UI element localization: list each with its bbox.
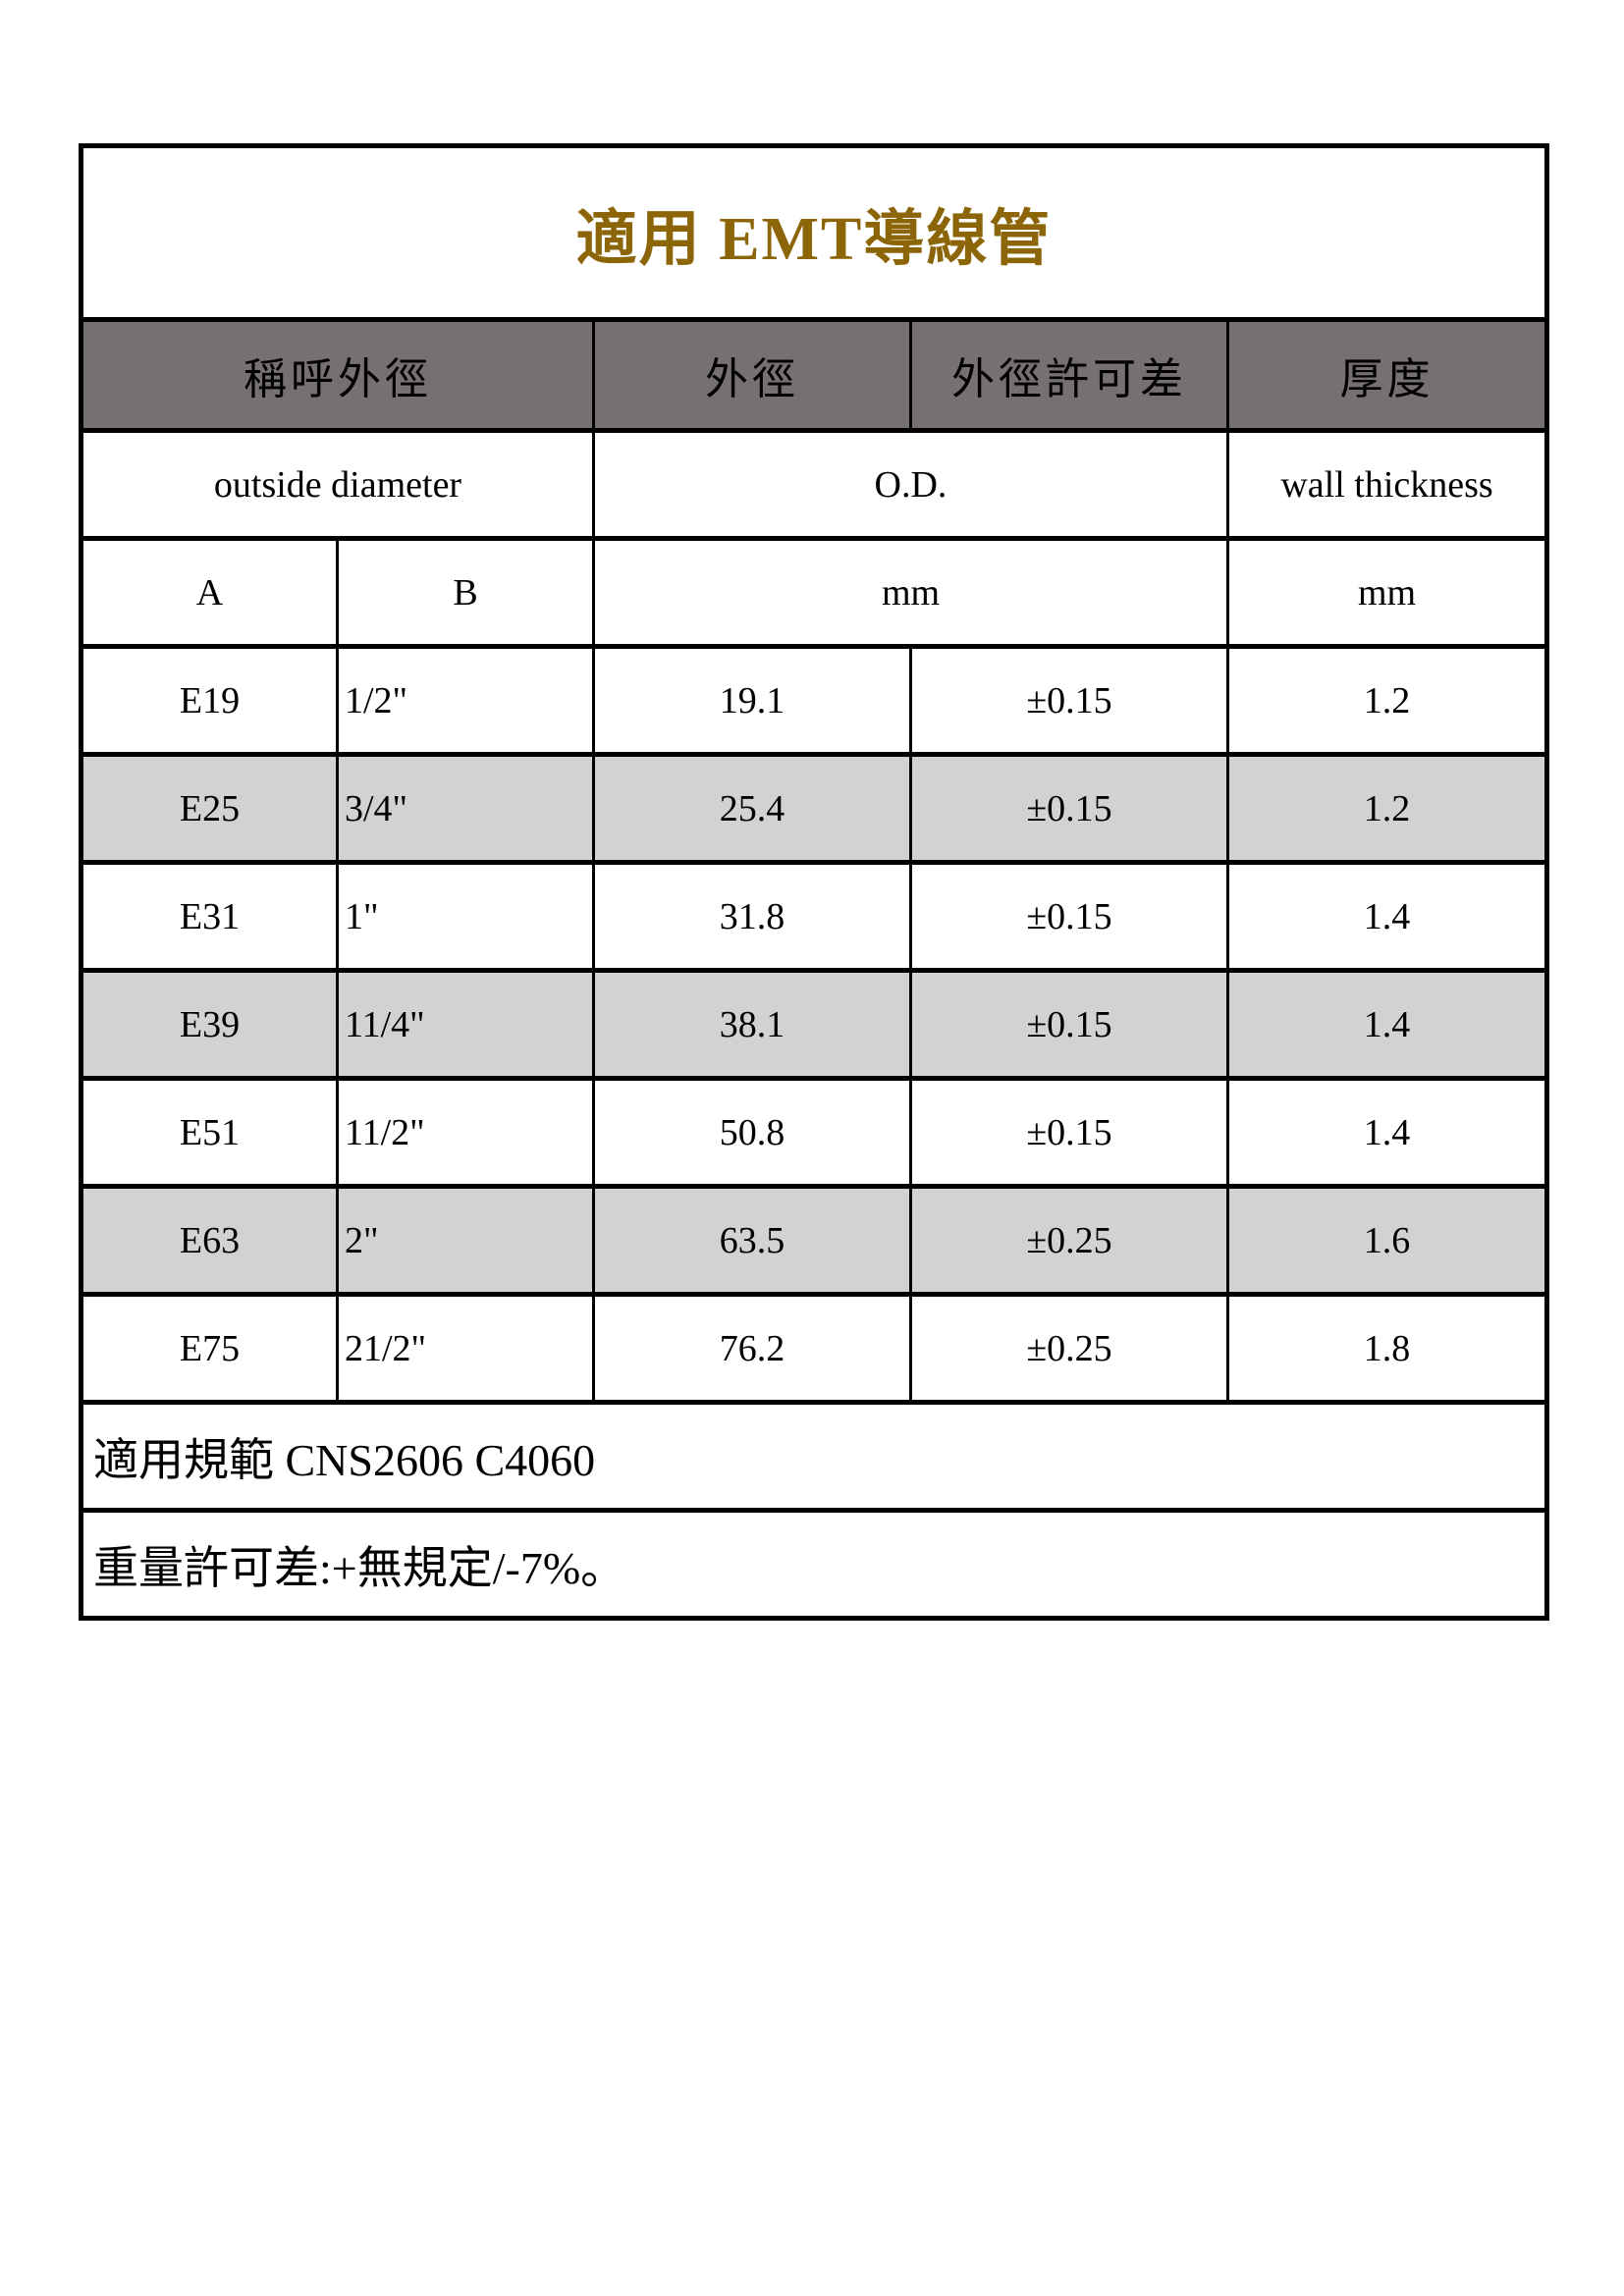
cell-a: E51 [80, 1076, 339, 1188]
cell-tolerance: ±0.15 [909, 860, 1229, 972]
header-nominal: 稱呼外徑 [80, 317, 595, 432]
cell-od: 50.8 [592, 1076, 912, 1188]
cell-b: 1" [336, 860, 595, 972]
table-title: 適用 EMT導線管 [79, 144, 1549, 321]
subheader-nominal: outside diameter [80, 428, 595, 540]
cell-od: 76.2 [592, 1292, 912, 1404]
standard-note: 適用規範 CNS2606 C4060 [79, 1400, 1549, 1512]
cell-a: E39 [80, 968, 339, 1080]
cell-a: E63 [80, 1184, 339, 1296]
cell-thickness: 1.4 [1225, 968, 1549, 1080]
cell-thickness: 1.8 [1225, 1292, 1549, 1404]
cell-b: 21/2" [336, 1292, 595, 1404]
title-row: 適用 EMT導線管 [79, 144, 1549, 321]
cell-b: 11/2" [336, 1076, 595, 1188]
cell-a: E75 [80, 1292, 339, 1404]
unit-a: A [80, 536, 339, 648]
cell-od: 38.1 [592, 968, 912, 1080]
table-row: E25 3/4" 25.4 ±0.15 1.2 [80, 752, 1549, 864]
table-row: E31 1" 31.8 ±0.15 1.4 [80, 860, 1549, 972]
cell-tolerance: ±0.15 [909, 752, 1229, 864]
cell-tolerance: ±0.25 [909, 1184, 1229, 1296]
table-row: E51 11/2" 50.8 ±0.15 1.4 [80, 1076, 1549, 1188]
cell-b: 1/2" [336, 644, 595, 756]
table-row: E19 1/2" 19.1 ±0.15 1.2 [80, 644, 1549, 756]
cell-thickness: 1.2 [1225, 644, 1549, 756]
cell-tolerance: ±0.15 [909, 644, 1229, 756]
subheader-od: O.D. [592, 428, 1229, 540]
cell-thickness: 1.4 [1225, 1076, 1549, 1188]
cell-a: E31 [80, 860, 339, 972]
header-od: 外徑 [592, 317, 912, 432]
weight-row: 重量許可差:+無規定/-7%。 [79, 1508, 1549, 1620]
cell-thickness: 1.6 [1225, 1184, 1549, 1296]
cell-od: 25.4 [592, 752, 912, 864]
table-row: E75 21/2" 76.2 ±0.25 1.8 [80, 1292, 1549, 1404]
units-row: A B mm mm [80, 536, 1549, 648]
cell-b: 3/4" [336, 752, 595, 864]
unit-od: mm [592, 536, 1229, 648]
cell-od: 31.8 [592, 860, 912, 972]
standard-row: 適用規範 CNS2606 C4060 [79, 1400, 1549, 1512]
subheader-row: outside diameter O.D. wall thickness [80, 428, 1549, 540]
cell-od: 19.1 [592, 644, 912, 756]
cell-tolerance: ±0.25 [909, 1292, 1229, 1404]
cell-a: E19 [80, 644, 339, 756]
table-row: E63 2" 63.5 ±0.25 1.6 [80, 1184, 1549, 1296]
subheader-thickness: wall thickness [1225, 428, 1549, 540]
cell-tolerance: ±0.15 [909, 968, 1229, 1080]
table-row: E39 11/4" 38.1 ±0.15 1.4 [80, 968, 1549, 1080]
header-od-tolerance: 外徑許可差 [909, 317, 1229, 432]
emt-conduit-spec-table: 適用 EMT導線管 稱呼外徑 外徑 外徑許可差 厚度 outside diame… [79, 143, 1550, 1621]
cell-od: 63.5 [592, 1184, 912, 1296]
header-row: 稱呼外徑 外徑 外徑許可差 厚度 [80, 317, 1549, 432]
header-thickness: 厚度 [1225, 317, 1549, 432]
cell-thickness: 1.4 [1225, 860, 1549, 972]
weight-tolerance-note: 重量許可差:+無規定/-7%。 [79, 1508, 1549, 1620]
cell-tolerance: ±0.15 [909, 1076, 1229, 1188]
unit-thickness: mm [1225, 536, 1549, 648]
cell-b: 11/4" [336, 968, 595, 1080]
cell-b: 2" [336, 1184, 595, 1296]
unit-b: B [336, 536, 595, 648]
cell-a: E25 [80, 752, 339, 864]
cell-thickness: 1.2 [1225, 752, 1549, 864]
